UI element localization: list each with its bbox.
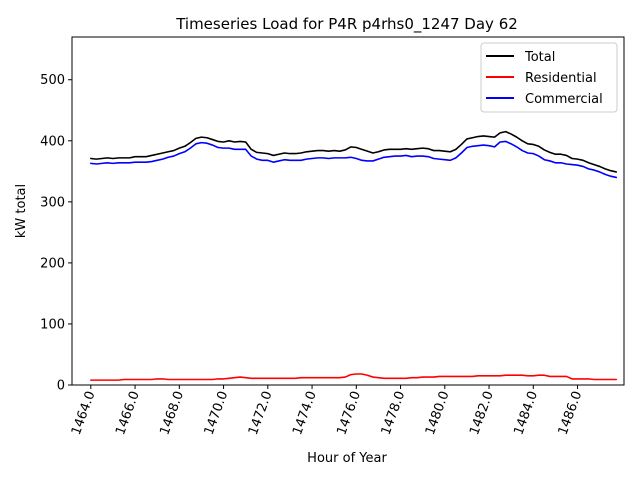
legend-label-commercial: Commercial [525,92,603,107]
legend-box [480,42,618,113]
series-line-residential [90,373,618,381]
chart-title: Timeseries Load for P4R p4rhs0_1247 Day … [175,15,518,34]
y-tick-label: 100 [40,317,65,332]
series-layer [90,130,618,381]
series-line-commercial [90,140,618,179]
series-line-total [90,130,618,173]
y-tick-label: 0 [57,379,65,394]
legend-label-residential: Residential [525,71,597,86]
legend: Total Residential Commercial [480,42,618,113]
y-tick-label: 200 [40,256,65,271]
plot-frame [71,36,625,386]
y-tick-label: 300 [40,195,65,210]
legend-label-total: Total [524,50,555,65]
y-tick-label: 400 [40,134,65,149]
y-axis-label: kW total [14,184,29,238]
y-tick-label: 500 [40,73,65,88]
x-axis-label: Hour of Year [307,451,387,466]
